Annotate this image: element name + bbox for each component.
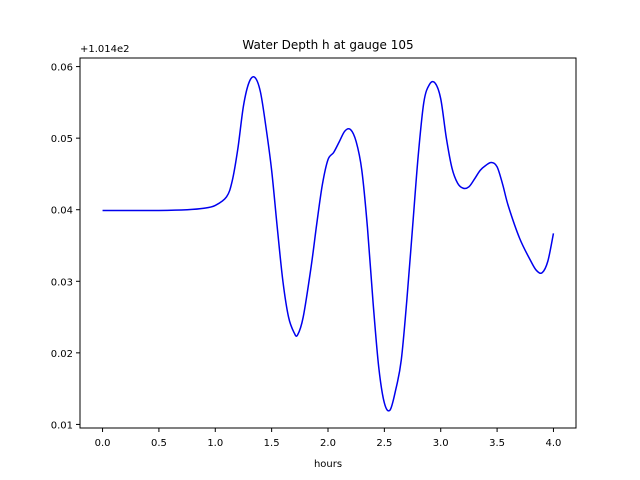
y-tick-label: 0.06 bbox=[51, 63, 73, 74]
x-tick-label: 2.0 bbox=[320, 438, 336, 449]
x-tick-label: 0.0 bbox=[95, 438, 111, 449]
y-tick-label: 0.01 bbox=[51, 420, 73, 431]
x-tick-label: 0.5 bbox=[151, 438, 167, 449]
y-tick-label: 0.04 bbox=[51, 206, 73, 217]
y-tick-label: 0.02 bbox=[51, 349, 73, 360]
chart-title: Water Depth h at gauge 105 bbox=[242, 38, 413, 52]
series-line bbox=[102, 76, 555, 412]
x-tick-label: 4.0 bbox=[546, 438, 562, 449]
y-axis: 0.01 0.02 0.03 0.04 0.05 0.06 bbox=[51, 63, 80, 431]
y-tick-label: 0.05 bbox=[51, 134, 73, 145]
plot-area bbox=[102, 76, 555, 412]
x-tick-label: 1.0 bbox=[207, 438, 223, 449]
x-axis-label: hours bbox=[314, 459, 342, 470]
x-axis: 0.0 0.5 1.0 1.5 2.0 2.5 3.0 3.5 4.0 bbox=[95, 428, 562, 449]
y-tick-label: 0.03 bbox=[51, 277, 73, 288]
x-tick-label: 3.5 bbox=[489, 438, 505, 449]
y-offset-label: +1.014e2 bbox=[80, 44, 130, 55]
x-tick-label: 3.0 bbox=[433, 438, 449, 449]
x-tick-label: 2.5 bbox=[376, 438, 392, 449]
x-tick-label: 1.5 bbox=[264, 438, 280, 449]
